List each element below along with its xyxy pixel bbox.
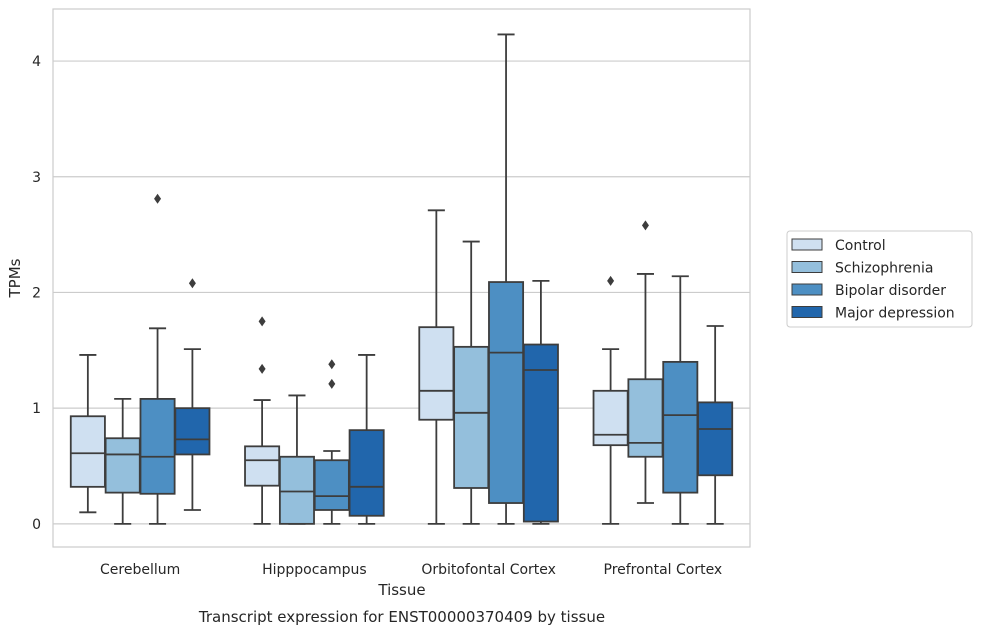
box: [313, 459, 350, 511]
x-tick-label: Prefrontal Cortex: [604, 562, 723, 578]
box-group: [139, 193, 176, 525]
box-group: [418, 209, 455, 525]
box-group: [522, 279, 559, 525]
box-group: [697, 325, 734, 525]
box-group: [104, 398, 141, 525]
outlier-point: [258, 316, 266, 327]
box: [244, 445, 281, 487]
box-group: [592, 275, 629, 525]
y-tick-label: 3: [32, 170, 41, 186]
box-group: [69, 354, 106, 514]
legend-swatch: [791, 261, 823, 273]
box: [348, 429, 385, 517]
x-tick-label: Orbitofontal Cortex: [421, 562, 556, 578]
legend-item: Bipolar disorder: [791, 283, 946, 299]
legend-label: Schizophrenia: [835, 261, 933, 277]
box: [627, 378, 664, 458]
outlier-point: [188, 278, 196, 289]
legend-item: Major depression: [791, 306, 955, 322]
y-tick-label: 4: [32, 54, 41, 70]
legend-item: Schizophrenia: [791, 261, 933, 277]
box: [522, 343, 559, 523]
y-tick-label: 1: [32, 401, 41, 417]
figure-caption: Transcript expression for ENST0000037040…: [198, 608, 605, 626]
x-tick-label: Cerebellum: [100, 562, 180, 578]
box-group: [348, 354, 385, 525]
outlier-point: [607, 275, 615, 286]
box-group: [488, 33, 525, 525]
y-tick-label: 2: [32, 285, 41, 301]
outlier-point: [328, 359, 336, 370]
boxes: [69, 33, 734, 525]
legend-frame: [786, 230, 973, 328]
box-group: [278, 394, 315, 525]
box: [139, 398, 176, 495]
box: [418, 326, 455, 421]
box-group: [313, 359, 350, 525]
x-tick-label: Hipppocampus: [262, 562, 367, 578]
legend-label: Bipolar disorder: [835, 283, 946, 299]
box-group: [662, 275, 699, 525]
box: [488, 281, 525, 504]
y-tick-label: 0: [32, 517, 41, 533]
box: [662, 360, 699, 494]
plot-area-frame: [52, 8, 751, 548]
box: [278, 455, 315, 525]
legend-swatch: [791, 306, 823, 318]
box: [69, 415, 106, 488]
legend-label: Major depression: [835, 306, 955, 322]
legend-swatch: [791, 283, 823, 296]
y-tick-labels: 0 1 2 3 4: [32, 54, 41, 533]
box: [104, 437, 141, 494]
box: [697, 401, 734, 477]
legend-item: Control: [791, 238, 886, 254]
box: [453, 345, 490, 489]
outlier-point: [328, 378, 336, 389]
x-tick-labels: Cerebellum Hipppocampus Orbitofontal Corte…: [100, 562, 722, 578]
box-group: [244, 316, 281, 525]
legend: Control Schizophrenia Bipolar disorder Majo…: [786, 230, 973, 328]
outlier-point: [641, 220, 649, 231]
y-axis-label: TPMs: [6, 258, 24, 298]
legend-label: Control: [835, 238, 886, 254]
box-group: [453, 240, 490, 525]
box-group: [174, 278, 211, 511]
outlier-point: [154, 193, 162, 204]
box-group: [627, 220, 664, 504]
x-axis-label: Tissue: [377, 581, 425, 599]
box: [592, 389, 629, 447]
box: [174, 407, 211, 456]
legend-entries: Control Schizophrenia Bipolar disorder Majo…: [791, 238, 955, 322]
outlier-point: [258, 363, 266, 374]
legend-swatch: [791, 238, 823, 251]
